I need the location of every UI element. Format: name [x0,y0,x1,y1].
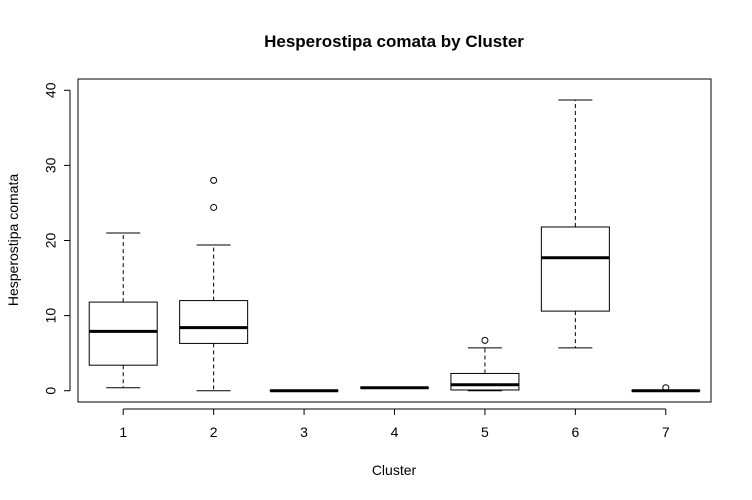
y-tick-label: 40 [43,82,59,98]
x-tick-label: 3 [300,424,308,440]
x-tick-label: 5 [481,424,489,440]
iqr-box [540,226,610,312]
iqr-box [88,301,158,366]
x-tick-label: 6 [571,424,579,440]
iqr-box [450,372,520,391]
x-tick-label: 4 [391,424,399,440]
outlier-point [210,176,218,184]
y-tick-label: 20 [43,233,59,249]
outlier-point [210,203,218,211]
y-axis-label: Hesperostipa comata [5,174,21,307]
y-tick-label: 0 [43,387,59,395]
outlier-point [481,336,489,344]
outlier-point [662,384,670,392]
y-tick-label: 10 [43,308,59,324]
x-axis: 1 2 3 4 5 6 7 [119,408,670,440]
box-cluster-5 [450,336,520,392]
x-tick-label: 1 [119,424,127,440]
x-axis-label: Cluster [372,462,417,478]
box-cluster-6 [540,99,610,349]
boxes [88,99,701,393]
plot-frame [77,78,712,403]
chart-title: Hesperostipa comata by Cluster [264,32,524,51]
iqr-box [179,300,249,344]
box-cluster-1 [88,232,158,389]
box-cluster-7 [631,384,701,393]
x-tick-label: 7 [662,424,670,440]
x-tick-label: 2 [210,424,218,440]
y-tick-label: 30 [43,157,59,173]
y-axis: 0 10 20 30 40 [43,82,71,395]
box-cluster-2 [179,176,249,392]
